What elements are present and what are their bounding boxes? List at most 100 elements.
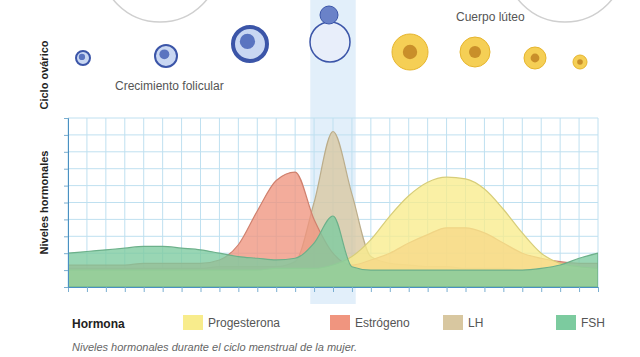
ovarian-cycle — [76, 0, 625, 70]
tick-mark — [106, 287, 107, 292]
tick-mark — [503, 287, 504, 292]
tick-mark — [64, 270, 68, 271]
tick-mark — [64, 203, 68, 204]
grid-line — [68, 118, 598, 119]
x-tick — [598, 287, 599, 292]
y-axis — [64, 119, 69, 288]
ovary-outline — [100, 0, 220, 22]
tick-mark — [466, 287, 467, 292]
plot-area — [68, 132, 598, 287]
tick-mark — [125, 287, 126, 292]
corpus-luteum — [392, 34, 428, 70]
y-tick — [64, 152, 68, 153]
tick-mark — [64, 152, 68, 153]
area-series — [68, 216, 598, 287]
x-tick — [125, 287, 126, 292]
x-tick — [560, 287, 561, 292]
legend-label: FSH — [581, 316, 605, 330]
y-tick — [64, 135, 68, 136]
legend-swatch — [183, 315, 203, 330]
tick-mark — [64, 135, 68, 136]
tick-mark — [182, 287, 183, 292]
y-tick — [64, 253, 68, 254]
x-tick — [238, 287, 239, 292]
corpus-luteum — [524, 47, 546, 69]
legend-title: Hormona — [72, 317, 125, 331]
y-tick — [64, 287, 68, 288]
tick-mark — [163, 287, 164, 292]
oocyte — [79, 54, 85, 60]
x-tick — [295, 287, 296, 292]
legend-label: Progesterona — [208, 316, 280, 330]
corpus-luteum-core — [531, 54, 540, 63]
x-tick — [447, 287, 448, 292]
x-tick — [352, 287, 353, 292]
legend-swatch — [556, 315, 576, 330]
x-tick — [466, 287, 467, 292]
x-tick — [371, 287, 372, 292]
follicle — [233, 27, 267, 61]
tick-mark — [64, 169, 68, 170]
x-tick — [106, 287, 107, 292]
x-axis — [69, 287, 599, 292]
tick-mark — [257, 287, 258, 292]
tick-mark — [390, 287, 391, 292]
y-tick — [64, 219, 68, 220]
x-tick — [541, 287, 542, 292]
tick-mark — [484, 287, 485, 292]
tick-mark — [64, 236, 68, 237]
tick-mark — [371, 287, 372, 292]
x-tick — [314, 287, 315, 292]
x-tick — [257, 287, 258, 292]
tick-mark — [295, 287, 296, 292]
area-series — [68, 177, 598, 287]
tick-mark — [87, 287, 88, 292]
area-series — [68, 172, 598, 287]
corpus-luteum-core — [469, 46, 481, 58]
y-tick — [64, 236, 68, 237]
x-tick — [276, 287, 277, 292]
chart-root: Crecimiento folicular Cuerpo lúteo Ciclo o… — [0, 0, 640, 357]
grid — [68, 118, 598, 287]
x-tick — [428, 287, 429, 292]
tick-mark — [64, 253, 68, 254]
x-tick — [182, 287, 183, 292]
follicle — [155, 45, 177, 67]
legend-swatch — [443, 315, 463, 330]
corpus-luteum — [460, 37, 490, 67]
x-tick — [219, 287, 220, 292]
legend-label: LH — [468, 316, 483, 330]
x-tick — [409, 287, 410, 292]
x-tick — [163, 287, 164, 292]
x-tick — [522, 287, 523, 292]
y-tick — [64, 118, 68, 119]
tick-mark — [144, 287, 145, 292]
tick-mark — [333, 287, 334, 292]
x-tick — [144, 287, 145, 292]
annotation: Crecimiento folicular — [115, 79, 224, 93]
legend: Hormona Progesterona Estrógeno LH FSH — [72, 315, 605, 331]
section-label: Ciclo ovárico — [38, 40, 50, 109]
tick-mark — [522, 287, 523, 292]
x-tick — [333, 287, 334, 292]
legend-swatch — [330, 315, 350, 330]
tick-mark — [579, 287, 580, 292]
legend-label: Estrógeno — [355, 316, 410, 330]
tick-mark — [409, 287, 410, 292]
axis-line — [69, 288, 599, 293]
y-tick — [64, 186, 68, 187]
annotation: Cuerpo lúteo — [456, 10, 525, 24]
tick-mark — [276, 287, 277, 292]
tick-mark — [64, 118, 68, 119]
tick-mark — [64, 186, 68, 187]
tick-mark — [314, 287, 315, 292]
tick-mark — [428, 287, 429, 292]
x-tick — [484, 287, 485, 292]
tick-mark — [64, 219, 68, 220]
corpus-luteum-core — [403, 45, 417, 59]
x-tick — [579, 287, 580, 292]
corpus-luteum-core — [577, 59, 583, 65]
tick-mark — [541, 287, 542, 292]
tick-mark — [201, 287, 202, 292]
y-axis-title: Niveles hormonales — [38, 151, 50, 255]
